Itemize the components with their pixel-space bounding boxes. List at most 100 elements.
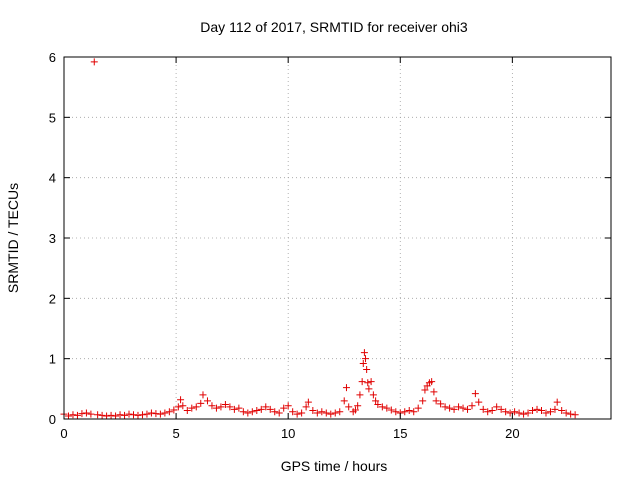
data-point [383, 404, 391, 412]
data-point [419, 397, 427, 405]
x-axis-label: GPS time / hours [281, 458, 388, 474]
data-point [428, 378, 436, 386]
data-point [571, 411, 579, 419]
data-point [129, 411, 137, 419]
y-axis-label: SRMTID / TECUs [5, 183, 21, 293]
data-point [378, 403, 386, 411]
data-point [73, 411, 81, 419]
data-point [437, 400, 445, 408]
data-point [365, 385, 373, 393]
data-point [318, 408, 326, 416]
data-point [359, 359, 367, 367]
data-point [177, 396, 185, 404]
data-point [212, 404, 220, 412]
data-point [138, 411, 146, 419]
data-point [493, 403, 501, 411]
data-point [64, 412, 72, 420]
y-tick-label: 6 [49, 50, 56, 65]
data-point [226, 403, 234, 411]
data-point [239, 408, 247, 416]
data-point [459, 404, 467, 412]
data-point [147, 409, 155, 417]
data-point [538, 407, 546, 415]
data-point [345, 403, 353, 411]
data-point [351, 406, 359, 414]
data-point [116, 411, 124, 419]
data-point [475, 398, 483, 406]
data-point [446, 404, 454, 412]
grid-lines [64, 57, 611, 419]
data-point [266, 405, 274, 413]
data-point [506, 409, 514, 417]
data-point [524, 409, 532, 417]
data-point [98, 411, 106, 419]
data-point [248, 408, 256, 416]
data-point [165, 408, 173, 416]
data-point [497, 405, 505, 413]
data-point [275, 409, 283, 417]
data-point [401, 408, 409, 416]
data-point [567, 410, 575, 418]
chart-title: Day 112 of 2017, SRMTID for receiver ohi… [200, 19, 468, 35]
data-point [208, 402, 216, 410]
data-point [121, 411, 129, 419]
data-point [405, 407, 413, 415]
data-point [156, 410, 164, 418]
y-tick-label: 3 [49, 231, 56, 246]
data-point [262, 403, 270, 411]
x-tick-label: 5 [172, 426, 179, 441]
data-point [362, 355, 370, 363]
data-point [183, 407, 191, 415]
data-point [322, 409, 330, 417]
data-point [253, 407, 261, 415]
data-point [340, 397, 348, 405]
data-marks [60, 58, 579, 420]
data-point [364, 379, 372, 387]
data-point [298, 409, 306, 417]
data-point [152, 410, 160, 418]
data-point [471, 390, 479, 398]
data-point [125, 410, 133, 418]
data-point [421, 386, 429, 394]
data-point [87, 410, 95, 418]
data-point [170, 406, 178, 414]
data-point [336, 408, 344, 416]
data-point [342, 384, 350, 392]
data-point [374, 401, 382, 409]
data-point [235, 404, 243, 412]
data-point [432, 397, 440, 405]
data-point [289, 408, 297, 416]
data-point [484, 408, 492, 416]
data-point [188, 404, 196, 412]
data-point [107, 411, 115, 419]
data-point [331, 409, 339, 417]
axis-ticks [63, 56, 611, 420]
data-point [529, 407, 537, 415]
data-point [257, 405, 265, 413]
data-point [230, 405, 238, 413]
data-point [271, 408, 279, 416]
data-point [455, 403, 463, 411]
data-point [553, 398, 561, 406]
data-point [192, 403, 200, 411]
y-tick-label: 0 [49, 412, 56, 427]
data-point [520, 410, 528, 418]
x-tick-label: 20 [505, 426, 519, 441]
x-tick-label: 15 [393, 426, 407, 441]
data-point [244, 409, 252, 417]
data-point [356, 391, 364, 399]
data-point [369, 391, 377, 399]
data-point [558, 407, 566, 415]
data-point [551, 405, 559, 413]
data-point [199, 391, 207, 399]
data-point [179, 402, 187, 410]
data-point [221, 401, 229, 409]
data-point [309, 407, 317, 415]
data-point [284, 402, 292, 410]
data-point [280, 404, 288, 412]
data-point [174, 403, 182, 411]
y-tick-label: 4 [49, 171, 56, 186]
data-point [410, 408, 418, 416]
data-point [464, 405, 472, 413]
